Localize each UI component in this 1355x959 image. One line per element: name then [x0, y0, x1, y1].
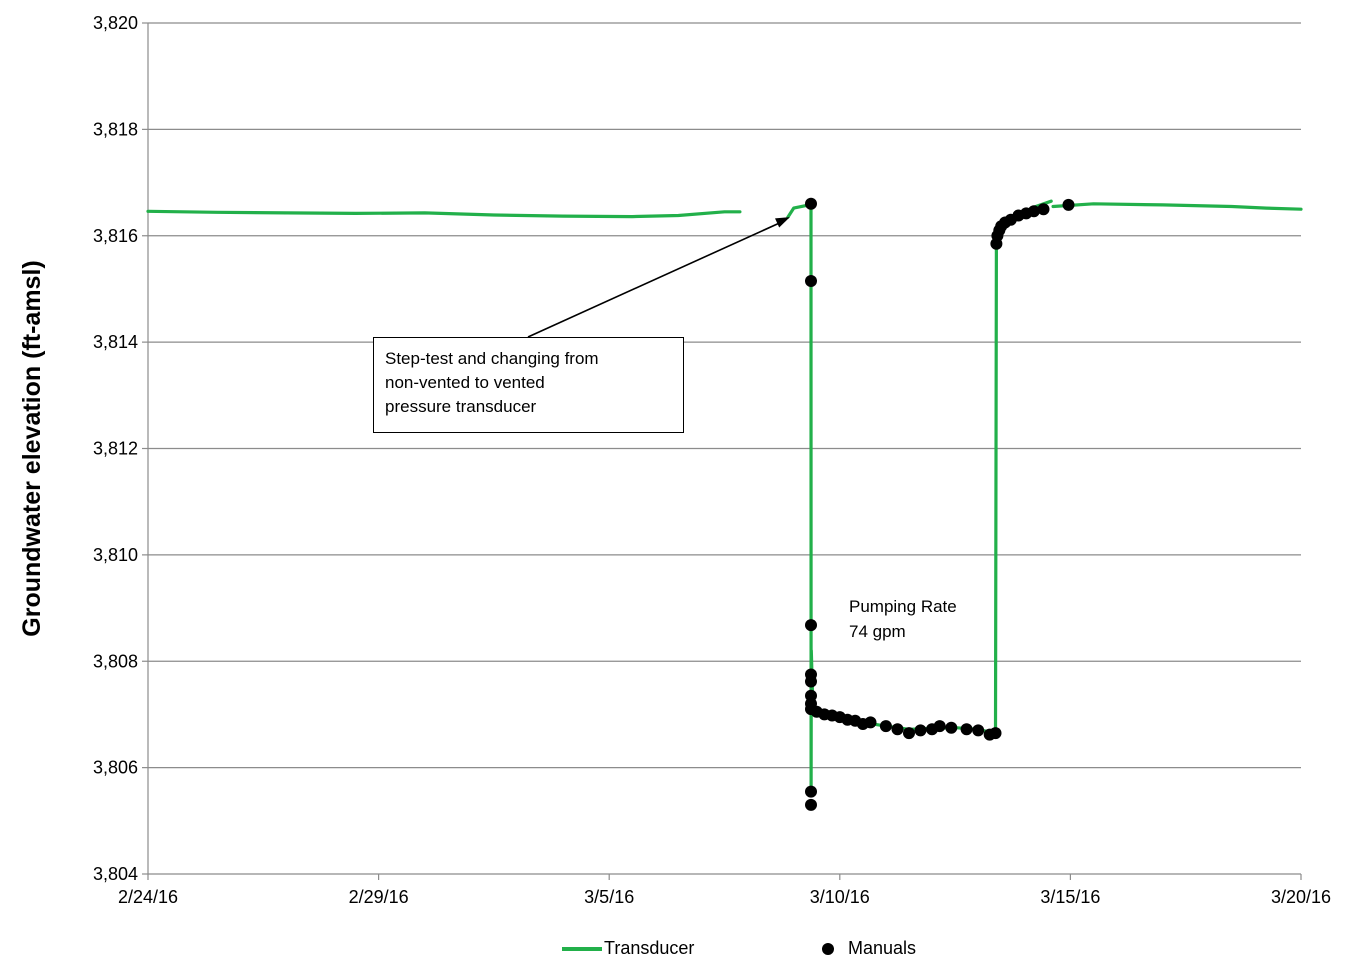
data-point-manual	[879, 720, 892, 733]
annotation-step-test: Step-test and changing from non-vented t…	[373, 337, 684, 433]
data-point-manual	[1037, 203, 1050, 216]
series-line-transducer	[1051, 202, 1303, 211]
legend-item-manuals: Manuals	[822, 938, 916, 959]
data-point-manual	[1062, 198, 1075, 211]
y-tick-label: 3,820	[93, 13, 138, 33]
y-tick-label: 3,804	[93, 864, 138, 884]
chart-canvas: 3,804 3,806 3,808 3,810 3,812 3,814 3,816 3,818…	[18, 13, 1331, 907]
legend-swatch-line	[562, 946, 602, 951]
annotation-line: non-vented to vented	[385, 373, 545, 392]
annotation-line: pressure transducer	[385, 397, 537, 416]
x-tick-label: 3/20/16	[1271, 887, 1331, 907]
legend: Transducer Manuals	[0, 936, 1355, 959]
annotation-line: Pumping Rate	[849, 597, 957, 616]
y-tick-label: 3,816	[93, 226, 138, 246]
y-tick-label: 3,818	[93, 119, 138, 139]
legend-swatch-dot	[822, 942, 834, 955]
y-axis-title: Groundwater elevation (ft-amsl)	[18, 260, 46, 636]
x-tick-label: 3/5/16	[584, 887, 634, 907]
legend-label: Manuals	[848, 938, 917, 958]
x-tick-label: 3/15/16	[1040, 887, 1100, 907]
data-point-manual	[1027, 205, 1040, 218]
data-point-manual	[989, 727, 1002, 740]
x-tick-label: 2/24/16	[118, 887, 178, 907]
legend-label: Transducer	[604, 938, 695, 958]
data-point-manual	[805, 785, 817, 798]
x-tick-label: 3/10/16	[810, 887, 870, 907]
data-point-manual	[805, 798, 817, 811]
data-point-manual	[945, 721, 958, 734]
series-line-transducer	[786, 199, 1053, 791]
y-tick-label: 3,808	[93, 651, 138, 671]
data-point-manual	[864, 716, 877, 729]
data-point-manual	[972, 724, 985, 737]
y-tick-label: 3,810	[93, 545, 138, 565]
legend-item-transducer: Transducer	[562, 938, 694, 959]
data-point-manual	[891, 723, 904, 736]
y-tick-label: 3,806	[93, 758, 138, 778]
data-point-manual	[805, 675, 817, 688]
data-point-manual	[960, 723, 973, 736]
series-line-transducer	[146, 209, 742, 219]
data-point-manual	[805, 619, 817, 632]
annotation-pumping-rate: Pumping Rate 74 gpm	[849, 594, 957, 644]
x-tick-label: 2/29/16	[349, 887, 409, 907]
data-point-manual	[914, 724, 927, 737]
annotation-arrowhead	[775, 217, 790, 228]
data-point-manual	[805, 197, 817, 210]
annotation-line: 74 gpm	[849, 622, 906, 641]
data-point-manual	[933, 720, 946, 733]
y-tick-label: 3,812	[93, 439, 138, 459]
annotation-arrow	[527, 219, 787, 338]
annotation-line: Step-test and changing from	[385, 349, 599, 368]
data-point-manual	[805, 275, 817, 287]
data-point-manual	[903, 727, 915, 740]
y-tick-label: 3,814	[93, 332, 138, 352]
